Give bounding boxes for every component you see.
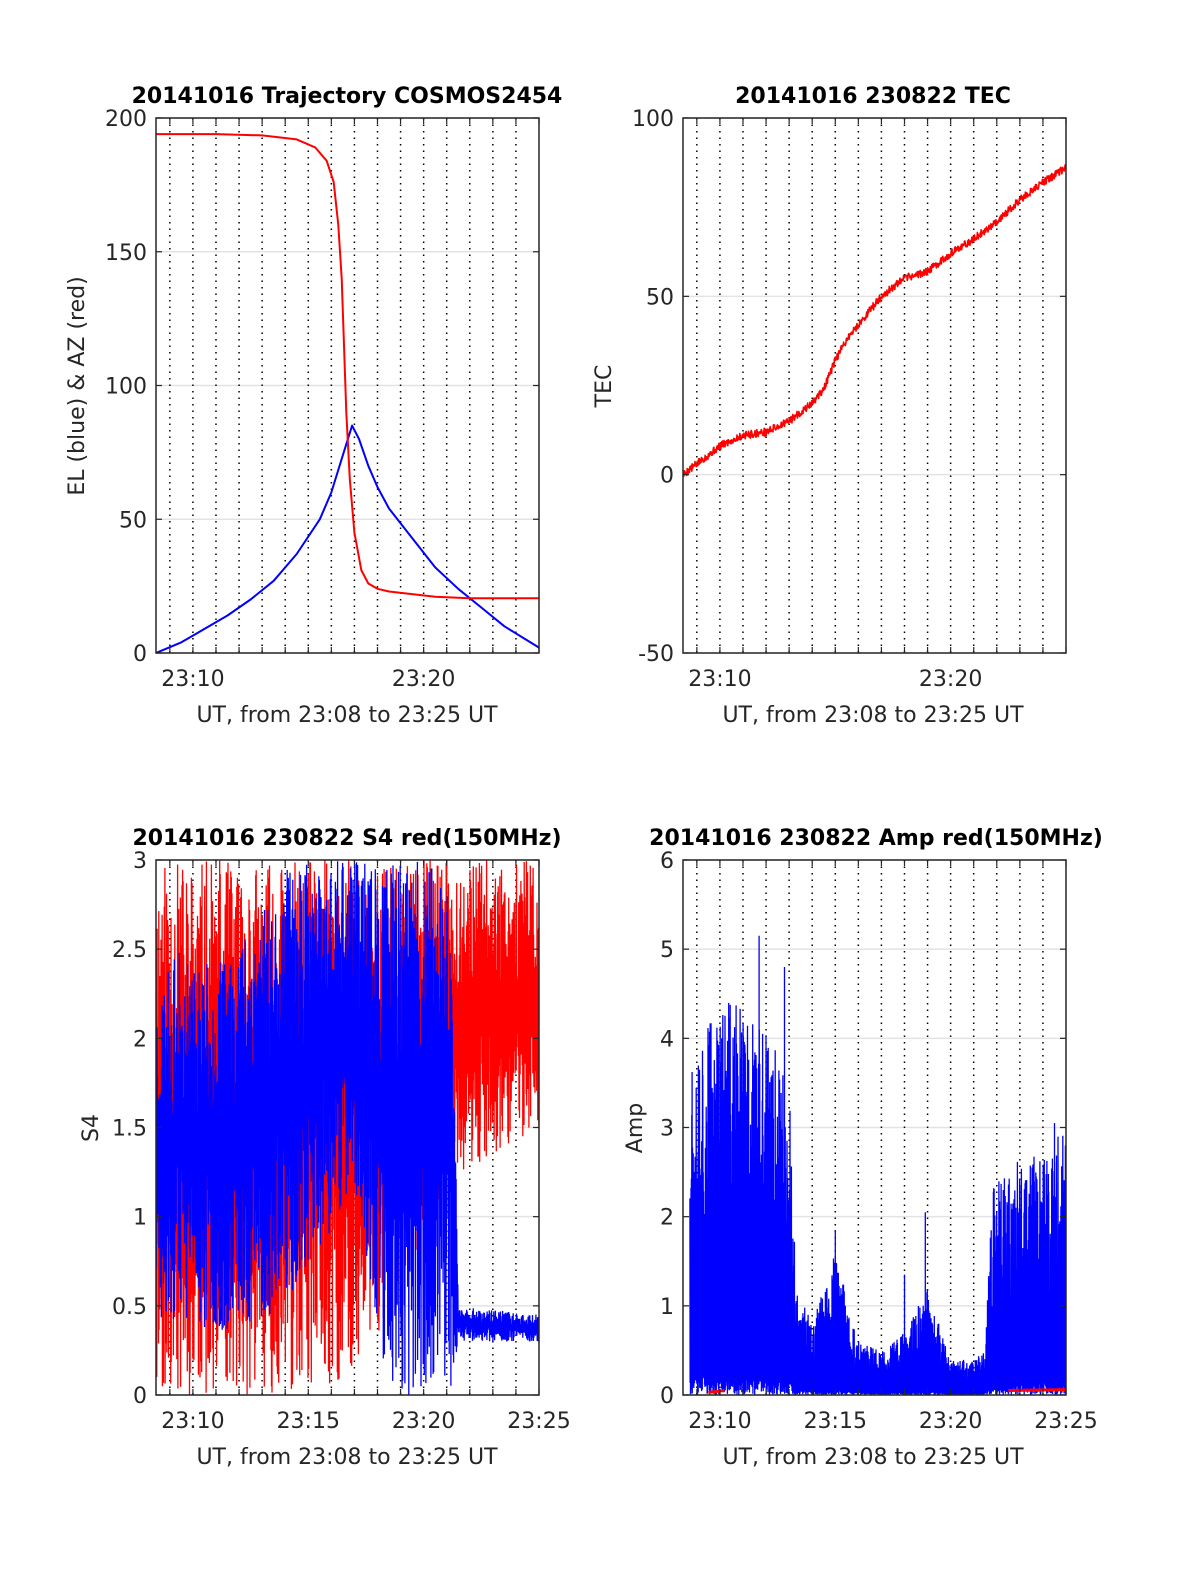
y-tick-label: 1 bbox=[133, 1206, 147, 1231]
x-tick-label: 23:20 bbox=[919, 1409, 982, 1434]
x-axis-label: UT, from 23:08 to 23:25 UT bbox=[196, 703, 498, 728]
series-line bbox=[689, 935, 1066, 1395]
x-axis-label: UT, from 23:08 to 23:25 UT bbox=[196, 1445, 498, 1470]
x-tick-label: 23:20 bbox=[919, 667, 982, 692]
y-tick-label: 150 bbox=[105, 241, 147, 266]
y-tick-label: 2.5 bbox=[112, 938, 147, 963]
y-tick-label: 4 bbox=[660, 1027, 674, 1052]
series-line bbox=[156, 424, 539, 653]
chart-title: 20141016 230822 TEC bbox=[735, 84, 1011, 109]
y-axis-label: EL (blue) & AZ (red) bbox=[65, 276, 90, 495]
x-tick-label: 23:15 bbox=[277, 1409, 340, 1434]
y-tick-label: 5 bbox=[660, 938, 674, 963]
y-tick-label: 2 bbox=[133, 1027, 147, 1052]
x-tick-label: 23:15 bbox=[804, 1409, 867, 1434]
plot-area bbox=[156, 133, 539, 653]
y-tick-label: 2 bbox=[660, 1206, 674, 1231]
s4-chart: 20141016 230822 S4 red(150MHz) S4 UT, fr… bbox=[79, 826, 571, 1470]
axes-box bbox=[682, 117, 1067, 654]
y-tick-label: 0 bbox=[133, 642, 147, 667]
y-tick-label: 3 bbox=[660, 1117, 674, 1142]
y-axis-label: S4 bbox=[79, 1114, 104, 1142]
y-tick-label: -50 bbox=[638, 642, 674, 667]
x-tick-label: 23:10 bbox=[161, 667, 224, 692]
y-tick-label: 200 bbox=[105, 107, 147, 132]
x-tick-label: 23:25 bbox=[1034, 1409, 1097, 1434]
chart-title: 20141016 230822 S4 red(150MHz) bbox=[132, 826, 561, 851]
series-line bbox=[708, 1389, 725, 1394]
y-tick-label: 100 bbox=[105, 375, 147, 400]
plot-area bbox=[156, 860, 539, 1395]
amp-chart: 20141016 230822 Amp red(150MHz) Amp UT, … bbox=[623, 826, 1103, 1470]
x-tick-label: 23:20 bbox=[392, 667, 455, 692]
y-tick-label: 1.5 bbox=[112, 1117, 147, 1142]
series-line bbox=[1008, 1388, 1066, 1393]
chart-title: 20141016 Trajectory COSMOS2454 bbox=[132, 84, 563, 109]
y-tick-label: 50 bbox=[646, 285, 674, 310]
y-tick-label: 0 bbox=[660, 1384, 674, 1409]
y-axis-label: Amp bbox=[623, 1103, 648, 1153]
chart-title: 20141016 230822 Amp red(150MHz) bbox=[649, 826, 1103, 851]
x-tick-label: 23:10 bbox=[688, 667, 751, 692]
x-tick-label: 23:20 bbox=[392, 1409, 455, 1434]
y-tick-label: 1 bbox=[660, 1295, 674, 1320]
x-tick-label: 23:10 bbox=[161, 1409, 224, 1434]
y-tick-label: 100 bbox=[632, 107, 674, 132]
x-axis-label: UT, from 23:08 to 23:25 UT bbox=[722, 703, 1024, 728]
plot-area bbox=[683, 164, 1066, 477]
y-tick-label: 0 bbox=[660, 464, 674, 489]
y-axis-label: TEC bbox=[592, 365, 617, 409]
y-tick-label: 3 bbox=[133, 849, 147, 874]
series-line bbox=[156, 861, 539, 1395]
plot-area bbox=[689, 935, 1066, 1395]
y-tick-label: 0 bbox=[133, 1384, 147, 1409]
y-tick-label: 0.5 bbox=[112, 1295, 147, 1320]
series-line bbox=[156, 133, 539, 600]
x-tick-label: 23:25 bbox=[507, 1409, 570, 1434]
tec-chart: 20141016 230822 TEC TEC UT, from 23:08 t… bbox=[592, 84, 1067, 728]
trajectory-chart: 20141016 Trajectory COSMOS2454 EL (blue)… bbox=[65, 84, 562, 728]
y-tick-label: 50 bbox=[119, 508, 147, 533]
y-tick-label: 6 bbox=[660, 849, 674, 874]
x-axis-label: UT, from 23:08 to 23:25 UT bbox=[722, 1445, 1024, 1470]
x-tick-label: 23:10 bbox=[688, 1409, 751, 1434]
series-line bbox=[683, 164, 1066, 477]
